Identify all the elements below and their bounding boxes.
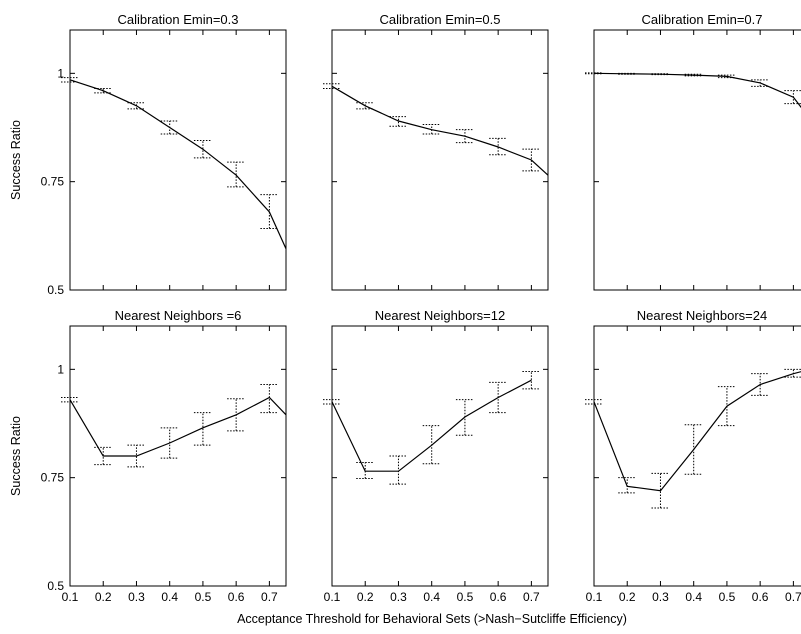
x-tick-label: 0.4 bbox=[161, 590, 178, 604]
x-tick-label: 0.1 bbox=[586, 590, 603, 604]
x-tick-label: 0.7 bbox=[261, 590, 278, 604]
y-tick-label: 0.5 bbox=[47, 579, 64, 593]
y-tick-label: 0.5 bbox=[47, 283, 64, 297]
panel-1: Calibration Emin=0.3 0.5 0.75 1 Success Rati… bbox=[9, 12, 287, 297]
y-tick-label: 0.75 bbox=[41, 471, 65, 485]
panel-4: Nearest Neighbors =6 0.5 0.75 1 0.1 0.2 0.3 0.4… bbox=[9, 308, 287, 604]
plot-frame bbox=[593, 325, 801, 587]
x-tick-label: 0.1 bbox=[324, 590, 341, 604]
series-line bbox=[331, 85, 549, 176]
panel-2: Calibration Emin=0.5 bbox=[323, 12, 549, 291]
x-tick-label: 0.3 bbox=[128, 590, 145, 604]
panel-title: Calibration Emin=0.5 bbox=[379, 12, 500, 27]
y-axis-label: Success Ratio bbox=[9, 416, 23, 496]
panel-5: Nearest Neighbors=12 0.1 0.2 0.3 0.4 0.5 0.6 0.… bbox=[323, 308, 549, 604]
series-line bbox=[331, 379, 532, 472]
plot-frame bbox=[69, 29, 287, 291]
panel-title: Nearest Neighbors=24 bbox=[637, 308, 767, 323]
panel-title: Nearest Neighbors=12 bbox=[375, 308, 505, 323]
y-axis-label: Success Ratio bbox=[9, 120, 23, 200]
x-tick-label: 0.6 bbox=[228, 590, 245, 604]
plot-frame bbox=[331, 29, 549, 291]
series-line bbox=[593, 371, 801, 492]
panel-3: Calibration Emin=0.7 bbox=[585, 12, 801, 291]
x-tick-label: 0.2 bbox=[619, 590, 636, 604]
x-tick-label: 0.2 bbox=[357, 590, 374, 604]
x-tick-label: 0.3 bbox=[390, 590, 407, 604]
y-tick-label: 0.75 bbox=[41, 175, 65, 189]
x-tick-label: 0.7 bbox=[523, 590, 540, 604]
x-tick-label: 0.3 bbox=[652, 590, 669, 604]
series-line bbox=[69, 79, 287, 250]
y-tick-label: 1 bbox=[57, 66, 64, 80]
x-tick-label: 0.4 bbox=[423, 590, 440, 604]
panel-title: Calibration Emin=0.7 bbox=[641, 12, 762, 27]
x-tick-label: 0.5 bbox=[195, 590, 212, 604]
panel-6: Nearest Neighbors=24 0.1 0.2 0.3 0.4 0.5 0.6 0.… bbox=[585, 308, 801, 604]
x-axis-label: Acceptance Threshold for Behavioral Sets… bbox=[237, 612, 627, 626]
x-tick-label: 0.4 bbox=[685, 590, 702, 604]
x-tick-label: 0.2 bbox=[95, 590, 112, 604]
x-tick-label: 0.6 bbox=[752, 590, 769, 604]
x-tick-label: 0.6 bbox=[490, 590, 507, 604]
plot-frame bbox=[331, 325, 549, 587]
plot-frame bbox=[69, 325, 287, 587]
panel-title: Calibration Emin=0.3 bbox=[117, 12, 238, 27]
x-tick-label: 0.5 bbox=[457, 590, 474, 604]
plot-frame bbox=[593, 29, 801, 291]
panel-title: Nearest Neighbors =6 bbox=[115, 308, 242, 323]
x-tick-label: 0.7 bbox=[785, 590, 801, 604]
x-tick-label: 0.1 bbox=[62, 590, 79, 604]
series-line bbox=[69, 396, 287, 457]
y-tick-label: 1 bbox=[57, 362, 64, 376]
series-line bbox=[593, 72, 801, 109]
x-tick-label: 0.5 bbox=[719, 590, 736, 604]
